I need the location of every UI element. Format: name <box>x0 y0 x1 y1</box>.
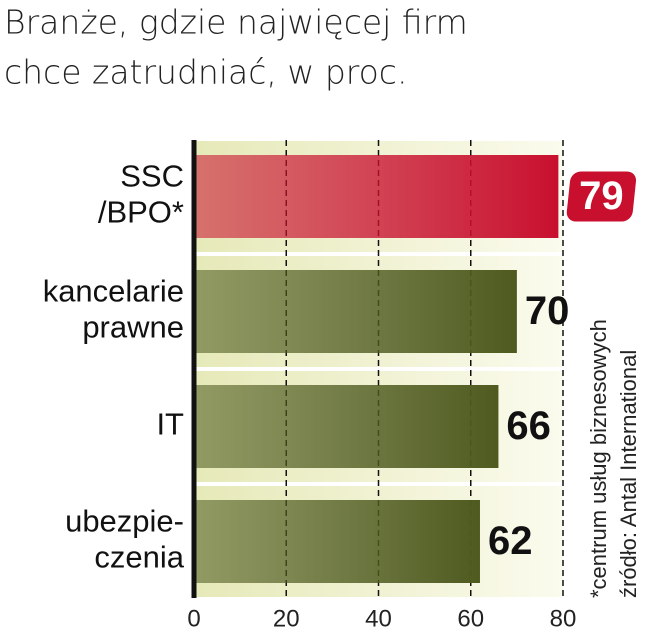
value-label: 62 <box>488 519 532 563</box>
y-tick-label: czenia <box>94 540 184 575</box>
x-tick-label: 60 <box>457 605 484 632</box>
bar <box>194 155 559 238</box>
y-tick-label: ubezpie- <box>65 504 184 539</box>
bar <box>194 500 480 583</box>
value-label-box <box>566 171 637 222</box>
note: źródło: Antal International <box>616 350 641 598</box>
note: *centrum usług biznesowych <box>586 319 611 598</box>
y-tick-label: /BPO* <box>98 195 184 230</box>
bar <box>194 385 499 468</box>
y-tick-label: IT <box>156 407 184 442</box>
y-tick-label: prawne <box>82 310 184 345</box>
x-tick-label: 80 <box>550 605 577 632</box>
bar <box>194 270 517 353</box>
value-label: 66 <box>506 404 551 448</box>
x-tick-label: 40 <box>365 605 392 632</box>
value-label: 70 <box>525 289 570 333</box>
y-tick-label: SSC <box>120 159 184 194</box>
chart-title: chce zatrudniać, w proc. <box>4 53 407 92</box>
x-tick-label: 0 <box>187 605 200 632</box>
x-tick-label: 20 <box>273 605 300 632</box>
chart-title: Branże, gdzie najwięcej firm <box>4 3 468 42</box>
value-label: 79 <box>579 174 624 218</box>
y-tick-label: kancelarie <box>43 274 184 309</box>
